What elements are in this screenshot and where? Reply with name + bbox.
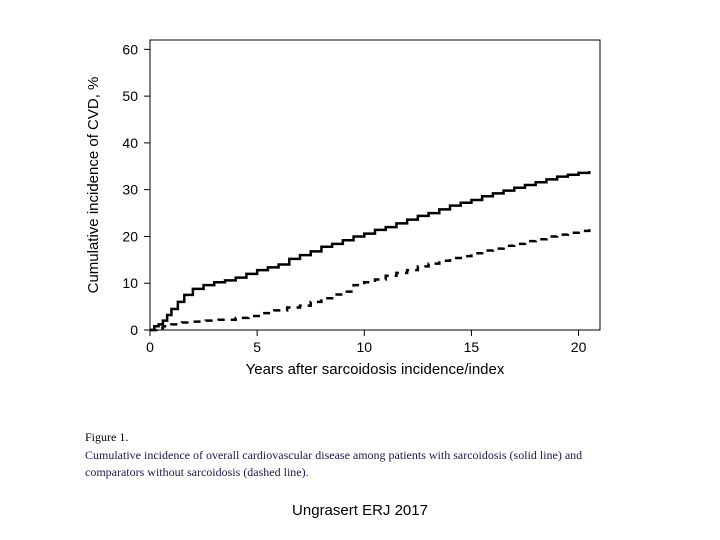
y-tick-label: 60 bbox=[122, 41, 138, 57]
y-tick-label: 10 bbox=[122, 275, 138, 291]
x-tick-label: 15 bbox=[464, 339, 480, 355]
x-tick-label: 20 bbox=[571, 339, 587, 355]
citation-text: Ungrasert ERJ 2017 bbox=[0, 502, 720, 519]
figure-caption-text: Cumulative incidence of overall cardiova… bbox=[85, 447, 625, 481]
figure-caption: Figure 1. Cumulative incidence of overal… bbox=[85, 430, 625, 481]
series-dashed bbox=[150, 229, 589, 330]
series-solid bbox=[150, 171, 589, 330]
y-tick-label: 30 bbox=[122, 182, 138, 198]
line-chart: 0 5 10 15 20 0 10 20 30 40 50 60 Years after sarcoid… bbox=[60, 20, 620, 400]
x-tick-label: 5 bbox=[253, 339, 261, 355]
y-tick-label: 0 bbox=[130, 322, 138, 338]
y-axis-title: Cumulative incidence of CVD, % bbox=[85, 77, 102, 294]
chart-container: 0 5 10 15 20 0 10 20 30 40 50 60 Years after sarcoid… bbox=[60, 20, 620, 405]
x-tick-label: 0 bbox=[146, 339, 154, 355]
y-tick-label: 40 bbox=[122, 135, 138, 151]
x-axis-title: Years after sarcoidosis incidence/index bbox=[246, 361, 505, 378]
y-tick-label: 50 bbox=[122, 88, 138, 104]
x-tick-label: 10 bbox=[356, 339, 372, 355]
figure-label: Figure 1. bbox=[85, 430, 625, 445]
y-tick-label: 20 bbox=[122, 228, 138, 244]
